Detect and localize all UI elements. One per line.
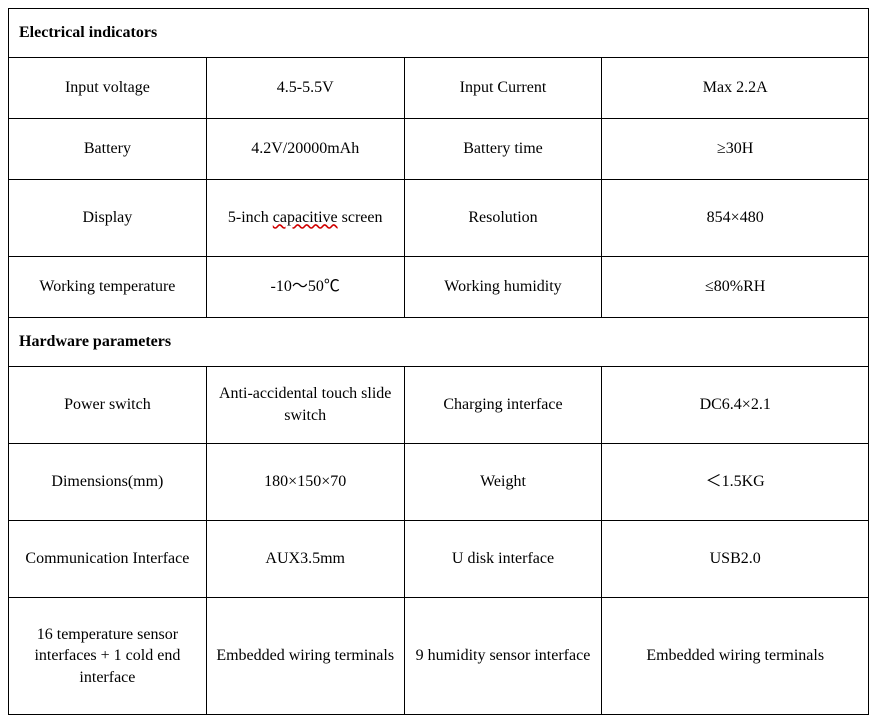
spec-row: Display 5-inch capacitive screen Resolut… xyxy=(9,180,869,257)
spec-label: Power switch xyxy=(9,367,207,444)
spec-value: ＜1.5KG xyxy=(602,444,869,521)
spec-row: Battery 4.2V/20000mAh Battery time ≥30H xyxy=(9,119,869,180)
section-title-electrical: Electrical indicators xyxy=(9,9,869,58)
spec-row: Dimensions(mm) 180×150×70 Weight ＜1.5KG xyxy=(9,444,869,521)
section-header-row: Electrical indicators xyxy=(9,9,869,58)
spec-value: -10～50℃ xyxy=(206,257,404,318)
spec-label: U disk interface xyxy=(404,521,602,598)
spec-row: Communication Interface AUX3.5mm U disk … xyxy=(9,521,869,598)
spec-label: Resolution xyxy=(404,180,602,257)
spec-label: Input Current xyxy=(404,58,602,119)
spec-label: Weight xyxy=(404,444,602,521)
spec-label: 16 temperature sensor interfaces + 1 col… xyxy=(9,598,207,715)
spec-value: Embedded wiring terminals xyxy=(602,598,869,715)
spec-row: Input voltage 4.5-5.5V Input Current Max… xyxy=(9,58,869,119)
spec-label: Dimensions(mm) xyxy=(9,444,207,521)
spec-label: Input voltage xyxy=(9,58,207,119)
spec-value: Embedded wiring terminals xyxy=(206,598,404,715)
section-title-hardware: Hardware parameters xyxy=(9,318,869,367)
spec-row: Working temperature -10～50℃ Working humi… xyxy=(9,257,869,318)
spec-label: Working temperature xyxy=(9,257,207,318)
spec-label: Battery xyxy=(9,119,207,180)
spec-value: 4.5-5.5V xyxy=(206,58,404,119)
spec-value: ≥30H xyxy=(602,119,869,180)
spec-value: 4.2V/20000mAh xyxy=(206,119,404,180)
spec-label: Battery time xyxy=(404,119,602,180)
spec-row: 16 temperature sensor interfaces + 1 col… xyxy=(9,598,869,715)
spec-label: Working humidity xyxy=(404,257,602,318)
spec-value: 5-inch capacitive screen xyxy=(206,180,404,257)
spec-value: Anti-accidental touch slide switch xyxy=(206,367,404,444)
spec-row: Power switch Anti-accidental touch slide… xyxy=(9,367,869,444)
spec-value: DC6.4×2.1 xyxy=(602,367,869,444)
spec-value: USB2.0 xyxy=(602,521,869,598)
spec-value: Max 2.2A xyxy=(602,58,869,119)
spec-value: 180×150×70 xyxy=(206,444,404,521)
spec-table: Electrical indicators Input voltage 4.5-… xyxy=(8,8,869,715)
spec-value: AUX3.5mm xyxy=(206,521,404,598)
spec-value: 854×480 xyxy=(602,180,869,257)
spec-label: Charging interface xyxy=(404,367,602,444)
section-header-row: Hardware parameters xyxy=(9,318,869,367)
spellcheck-highlight: capacitive xyxy=(273,209,338,226)
spec-label: 9 humidity sensor interface xyxy=(404,598,602,715)
spec-label: Communication Interface xyxy=(9,521,207,598)
spec-value: ≤80%RH xyxy=(602,257,869,318)
spec-label: Display xyxy=(9,180,207,257)
